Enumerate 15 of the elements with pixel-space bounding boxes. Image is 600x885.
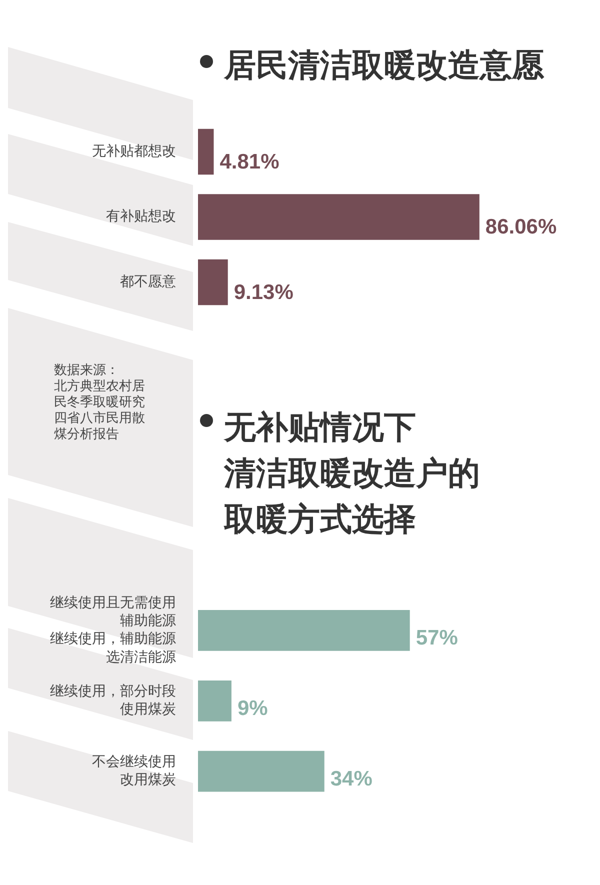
y-tick-label: 无补贴都想改: [92, 143, 176, 160]
data-label: 86.06%: [485, 216, 557, 239]
chart-title: 居民清洁取暖改造意愿: [224, 45, 544, 85]
y-tick-label: 不会继续使用改用煤炭: [92, 754, 176, 788]
chart-title: 无补贴情况下清洁取暖改造户的取暖方式选择: [224, 407, 480, 540]
y-tick-label: 都不愿意: [120, 274, 176, 290]
data-label: 9.13%: [234, 280, 294, 304]
data-label: 34%: [330, 768, 373, 791]
y-tick-label: 继续使用且无需使用辅助能源继续使用，辅助能源选清洁能源: [50, 594, 176, 666]
data-label: 9%: [237, 697, 268, 720]
data-label: 4.81%: [220, 150, 280, 174]
source-note: 数据来源：北方典型农村居民冬季取暖研究四省八市民用散煤分析报告: [54, 363, 145, 443]
data-label: 57%: [416, 626, 458, 650]
y-tick-label: 有补贴想改: [106, 208, 176, 225]
y-tick-label: 继续使用，部分时段使用煤炭: [50, 683, 176, 718]
